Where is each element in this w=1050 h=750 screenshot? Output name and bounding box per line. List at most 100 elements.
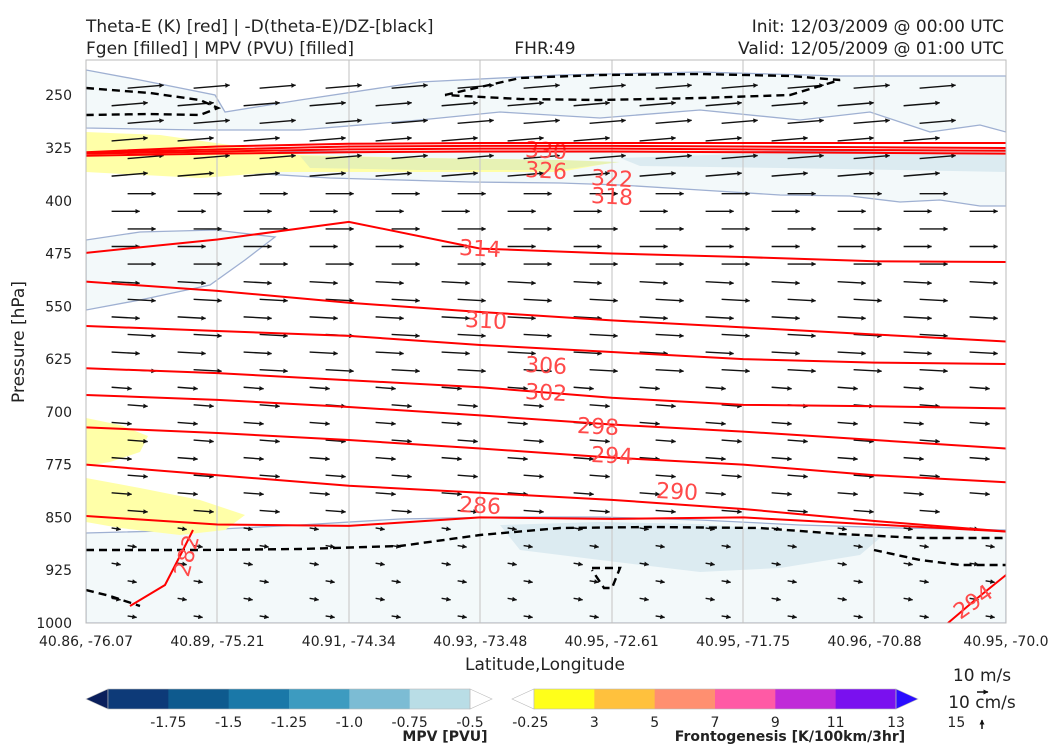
wind-ref-ms-label: 10 m/s bbox=[953, 666, 1011, 686]
wind-arrow bbox=[309, 135, 347, 142]
wind-arrow bbox=[457, 474, 479, 479]
colorbar-extend-high bbox=[469, 688, 493, 710]
wind-arrow bbox=[639, 315, 669, 321]
wind-arrow bbox=[721, 298, 751, 303]
colorbar-swatch bbox=[228, 689, 290, 709]
wind-arrow bbox=[919, 298, 949, 303]
wind-arrow bbox=[639, 100, 677, 107]
y-tick-label: 700 bbox=[45, 405, 72, 421]
wind-arrow bbox=[325, 579, 336, 584]
wind-arrow bbox=[441, 100, 479, 107]
forecast-hour: FHR:49 bbox=[514, 39, 575, 59]
wind-arrow bbox=[259, 474, 281, 479]
wind-arrow bbox=[837, 100, 875, 107]
wind-arrow bbox=[523, 438, 545, 444]
wind-arrow bbox=[193, 83, 231, 89]
colorbar-tick-label: 11 bbox=[827, 715, 845, 731]
wind-arrow bbox=[573, 350, 603, 356]
wind-arrow bbox=[259, 118, 297, 125]
wind-arrow bbox=[771, 421, 793, 426]
wind-arrow bbox=[573, 100, 611, 107]
wind-arrow bbox=[969, 386, 991, 391]
wind-arrow bbox=[457, 298, 487, 303]
wind-arrow bbox=[325, 298, 355, 303]
wind-arrow bbox=[111, 561, 122, 567]
wind-arrow bbox=[259, 438, 281, 444]
wind-arrow bbox=[705, 596, 716, 602]
wind-arrow bbox=[309, 386, 331, 391]
wind-arrow bbox=[325, 153, 363, 160]
wind-arrow bbox=[573, 280, 603, 286]
wind-arrow bbox=[441, 456, 463, 462]
wind-arrow bbox=[853, 509, 875, 514]
x-tick-label: 40.95, -72.61 bbox=[565, 634, 659, 650]
wind-arrow bbox=[903, 596, 914, 602]
wind-arrow bbox=[523, 403, 545, 409]
wind-arrow bbox=[705, 491, 727, 497]
dthetae-dz-contour-small bbox=[591, 566, 622, 590]
y-tick-label: 250 bbox=[45, 88, 72, 104]
wind-arrow bbox=[903, 386, 925, 391]
wind-arrow bbox=[507, 280, 537, 286]
wind-arrow bbox=[969, 491, 991, 497]
wind-arrow bbox=[771, 171, 809, 177]
wind-arrow bbox=[837, 526, 848, 532]
wind-arrow bbox=[523, 333, 553, 339]
wind-arrow bbox=[193, 298, 223, 303]
colorbar-frame bbox=[533, 688, 897, 710]
y-tick-label: 400 bbox=[45, 194, 72, 210]
colorbar-extend-low bbox=[511, 688, 535, 710]
wind-arrow bbox=[259, 83, 297, 89]
wind-arrow bbox=[969, 315, 999, 321]
x-tick-label: 40.93, -73.48 bbox=[433, 634, 527, 650]
wind-arrow bbox=[259, 298, 289, 303]
colorbar-tick-label: -0.25 bbox=[512, 715, 548, 731]
wind-arrow bbox=[127, 544, 138, 549]
wind-arrow bbox=[919, 474, 941, 479]
theta-e-contour-322 bbox=[86, 144, 1006, 154]
wind-arrow bbox=[589, 403, 611, 409]
colorbar-tick-label: 9 bbox=[771, 715, 780, 731]
wind-reference-key: 10 m/s 10 cm/s bbox=[948, 666, 1016, 729]
wind-arrow bbox=[721, 403, 743, 409]
wind-arrow bbox=[111, 456, 133, 462]
x-tick-label: 40.96, -70.88 bbox=[828, 634, 922, 650]
wind-arrow bbox=[523, 153, 561, 160]
wind-arrow bbox=[589, 118, 627, 125]
wind-arrow bbox=[655, 614, 666, 620]
wind-arrow bbox=[111, 421, 133, 426]
wind-arrow bbox=[853, 544, 864, 549]
wind-arrow bbox=[177, 561, 188, 567]
wind-arrow bbox=[721, 509, 743, 514]
wind-vector-field bbox=[111, 83, 999, 620]
colorbar-swatch bbox=[715, 689, 776, 709]
theta-e-contour-326 bbox=[86, 147, 1006, 155]
wind-arrow bbox=[177, 350, 207, 356]
dthetae-dz-contour-upper-left bbox=[86, 86, 222, 117]
wind-arrow bbox=[243, 280, 273, 286]
wind-arrow bbox=[655, 298, 685, 303]
wind-arrow bbox=[705, 561, 716, 567]
theta-e-contour-290 bbox=[86, 463, 1006, 533]
theta-e-contour-label: 298 bbox=[576, 414, 619, 441]
wind-arrow bbox=[177, 456, 199, 462]
wind-arrow bbox=[243, 421, 265, 426]
wind-arrow bbox=[787, 368, 817, 374]
wind-arrow bbox=[457, 403, 479, 409]
wind-arrow bbox=[111, 100, 149, 107]
wind-arrow bbox=[771, 315, 801, 321]
wind-arrow bbox=[111, 171, 149, 177]
wind-arrow bbox=[573, 135, 611, 142]
wind-arrow bbox=[441, 350, 471, 356]
colorbar-swatch bbox=[775, 689, 837, 709]
x-tick-label: 40.89, -75.21 bbox=[170, 634, 264, 650]
wind-arrow bbox=[853, 438, 875, 444]
wind-arrow bbox=[391, 298, 421, 303]
fgen-region-low-left bbox=[86, 478, 245, 535]
wind-arrow bbox=[259, 333, 289, 339]
wind-arrow bbox=[507, 386, 529, 391]
theta-e-contour-294 bbox=[86, 426, 1006, 484]
wind-arrow bbox=[573, 561, 584, 567]
valid-time: Valid: 12/05/2009 @ 01:00 UTC bbox=[738, 39, 1004, 59]
